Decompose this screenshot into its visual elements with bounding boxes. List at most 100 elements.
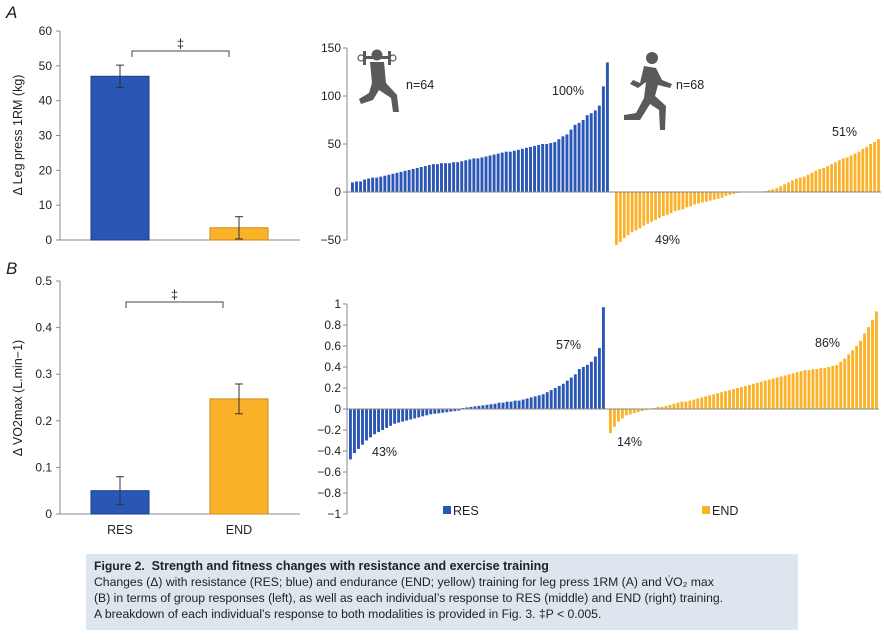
b-indiv-res-bar-56 — [573, 374, 577, 409]
a-indiv-end-bar-60 — [849, 155, 853, 192]
b-category-label-0: RES — [107, 523, 133, 537]
b-indiv-end-bar-45 — [787, 374, 791, 409]
b-indiv-end-bar-13 — [660, 406, 664, 409]
b-indiv-res-bar-32 — [477, 405, 481, 409]
b-indiv-end-bar-21 — [692, 399, 696, 409]
b-indiv-res-bar-42 — [517, 400, 521, 409]
b-indiv-res-bar-46 — [533, 396, 537, 409]
b-indiv-end-bar-66 — [871, 319, 874, 409]
b-indiv-end-bar-24 — [704, 396, 708, 409]
a-indiv-end-bar-40 — [771, 189, 775, 192]
a-indiv-res-bar-3 — [363, 179, 367, 192]
a-indiv-end-bar-28 — [724, 192, 728, 196]
b-indiv-end-bar-23 — [700, 397, 704, 409]
legend-end-label: END — [712, 504, 738, 518]
b-indiv-end-bar-62 — [855, 346, 859, 409]
b-indiv-ytick-label-4: −0.2 — [317, 423, 341, 437]
a-indiv-ytick-label-3: 100 — [321, 89, 341, 103]
b-indiv-res-bar-20 — [429, 409, 433, 415]
a-indiv-res-bar-51 — [557, 139, 561, 192]
a-indiv-end-bar-30 — [732, 192, 736, 194]
ylabel-a: Δ Leg press 1RM (kg) — [11, 75, 25, 196]
b-ytick-label-0: 0 — [45, 507, 52, 521]
b-indiv-res-bar-50 — [549, 390, 553, 409]
a-indiv-res-bar-12 — [399, 171, 403, 192]
a-indiv-ytick-label-2: 50 — [328, 137, 342, 151]
b-indiv-end-bar-29 — [724, 391, 728, 409]
b-indiv-end-bar-20 — [688, 400, 692, 409]
a-indiv-end-bar-23 — [704, 192, 708, 202]
a-indiv-end-bar-51 — [814, 170, 818, 192]
b-indiv-end-bar-36 — [751, 383, 755, 409]
a-indiv-res-bar-17 — [419, 167, 423, 192]
b-indiv-end-bar-46 — [791, 373, 795, 409]
a-indiv-res-bar-39 — [508, 151, 512, 192]
b-indiv-end-bar-50 — [807, 370, 811, 409]
b-indiv-end-bar-43 — [779, 376, 783, 409]
a-indiv-res-bar-24 — [448, 163, 452, 192]
a-indiv-end-bar-49 — [806, 174, 810, 192]
b-indiv-ytick-label-10: 1 — [334, 297, 341, 311]
b-indiv-res-bar-15 — [409, 409, 413, 420]
a-indiv-end-bar-6 — [638, 192, 642, 229]
b-indiv-end-bar-48 — [799, 371, 803, 409]
b-indiv-end-bar-6 — [632, 409, 636, 414]
b-indiv-res-bar-27 — [457, 409, 461, 411]
a-ytick-label-0: 0 — [45, 233, 52, 247]
a-indiv-end-bar-19 — [689, 192, 693, 207]
a-bar-res — [90, 75, 150, 241]
b-indiv-res-bar-26 — [453, 409, 457, 412]
b-indiv-res-bar-43 — [521, 399, 525, 409]
a-indiv-res-bar-13 — [403, 170, 407, 192]
a-indiv-end-bar-55 — [830, 164, 833, 192]
a-indiv-res-bar-26 — [456, 162, 460, 192]
a-indiv-res-bar-18 — [423, 166, 427, 192]
plot-a-individual: −50 0 50 100 150 n=64 100% n=68 49% 51% — [321, 41, 881, 247]
b-indiv-res-bar-31 — [473, 406, 477, 409]
b-indiv-res-bar-24 — [445, 409, 449, 413]
a-indiv-res-bar-27 — [460, 161, 464, 192]
a-ytick-label-3: 30 — [39, 129, 53, 143]
a-indiv-res-bar-44 — [529, 146, 532, 192]
a-indiv-res-bar-1 — [355, 181, 358, 192]
a-indiv-end-bar-13 — [665, 192, 669, 216]
a-indiv-res-n-label: n=64 — [406, 78, 434, 92]
a-indiv-res-bar-33 — [484, 156, 488, 192]
panel-label-a: A — [5, 3, 17, 22]
b-indiv-res-bar-59 — [585, 364, 589, 409]
b-indiv-end-bar-44 — [783, 375, 787, 409]
a-indiv-end-bar-18 — [685, 192, 689, 208]
b-indiv-res-bar-25 — [449, 409, 453, 412]
b-indiv-end-bar-58 — [839, 361, 843, 409]
b-indiv-end-bar-41 — [771, 378, 775, 409]
a-indiv-end-bar-65 — [869, 144, 873, 192]
a-indiv-end-bar-46 — [794, 178, 798, 192]
plot-b-individual: −1 −0.8 −0.6 −0.4 −0.2 0 0.2 0.4 0.6 0.8 1 57% 43% 14… — [317, 297, 879, 521]
b-indiv-res-bar-35 — [489, 404, 493, 409]
panel-label-b: B — [6, 259, 17, 278]
a-indiv-end-bar-25 — [712, 192, 716, 200]
b-indiv-res-bar-3 — [361, 409, 364, 445]
b-indiv-end-bar-11 — [652, 407, 656, 409]
b-indiv-end-bar-33 — [740, 386, 743, 409]
b-ytick-label-3: 0.3 — [35, 367, 52, 381]
a-indiv-res-bar-45 — [533, 145, 537, 192]
a-significance-mark: ‡ — [177, 36, 184, 51]
b-indiv-res-bar-10 — [389, 409, 393, 426]
plot-a-group: 0 10 20 30 40 50 60 ‡ — [39, 24, 300, 247]
b-indiv-res-bar-37 — [497, 402, 501, 409]
a-indiv-res-bar-34 — [488, 155, 492, 192]
b-indiv-end-bar-0 — [609, 409, 612, 434]
a-ytick-label-6: 60 — [39, 24, 53, 38]
figure-canvas: A B Δ Leg press 1RM (kg) Δ VO2max (L.min… — [5, 3, 881, 537]
b-indiv-res-bar-17 — [417, 409, 421, 418]
b-indiv-res-bar-60 — [589, 361, 593, 409]
a-indiv-end-bar-17 — [681, 192, 685, 210]
a-indiv-res-bar-31 — [476, 158, 480, 192]
b-indiv-res-bar-63 — [601, 307, 605, 409]
b-indiv-res-bar-12 — [397, 409, 401, 423]
b-indiv-end-bar-1 — [612, 409, 616, 427]
caption-figure-number: Figure 2. — [94, 559, 145, 573]
a-indiv-res-bar-6 — [375, 177, 379, 192]
a-indiv-end-bar-15 — [673, 192, 677, 212]
